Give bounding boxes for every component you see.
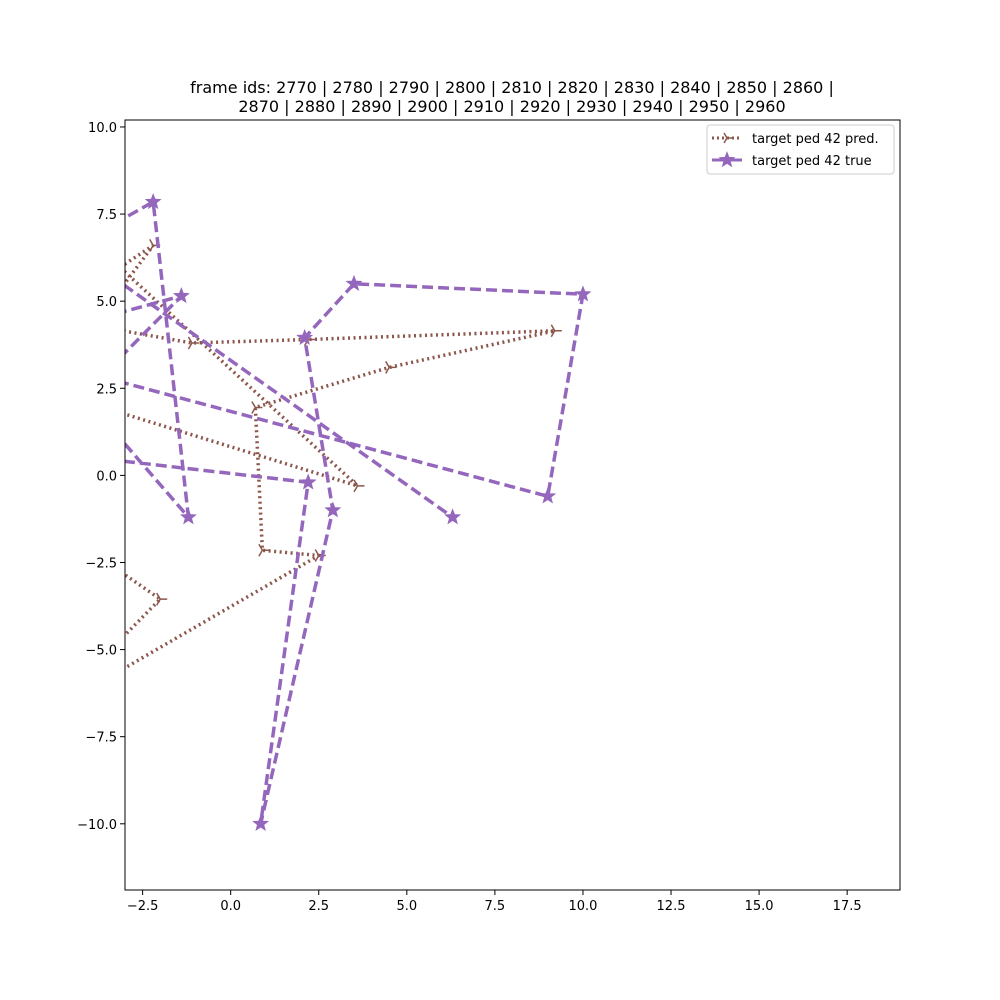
x-tick-label: 2.5 <box>308 899 329 914</box>
data-point-star <box>179 508 197 525</box>
data-point-star <box>324 501 342 518</box>
data-point-star <box>172 287 190 304</box>
data-point-tri <box>353 479 365 493</box>
x-tick-label: 7.5 <box>485 899 506 914</box>
legend-label-true: target ped 42 true <box>752 154 872 169</box>
x-tick-label: 5.0 <box>396 899 417 914</box>
legend-entry-true: target ped 42 true <box>712 151 872 169</box>
y-tick-label: 10.0 <box>88 121 117 136</box>
x-tick-label: 17.5 <box>833 899 862 914</box>
data-point-star <box>345 274 363 291</box>
x-tick-label: 0.0 <box>220 899 241 914</box>
data-point-star <box>539 487 557 504</box>
y-tick-label: 0.0 <box>96 469 117 484</box>
y-axis: −10.0 −7.5 −5.0 −2.5 0.0 2.5 5.0 7.5 10.0 <box>77 121 125 833</box>
data-point-star <box>144 192 162 210</box>
data-point-tri <box>550 324 562 338</box>
y-tick-label: −10.0 <box>77 818 117 833</box>
x-axis: −2.5 0.0 2.5 5.0 7.5 10.0 12.5 15.0 17.5 <box>127 890 862 914</box>
plot-frame <box>124 119 901 891</box>
data-point-star <box>299 473 317 490</box>
y-tick-label: −7.5 <box>85 731 117 746</box>
y-tick-label: −2.5 <box>85 556 117 571</box>
data-point-tri <box>385 360 397 374</box>
legend-entry-pred: target ped 42 pred. <box>712 132 879 147</box>
y-tick-label: 7.5 <box>96 208 117 223</box>
data-point-star <box>252 814 270 832</box>
y-tick-label: 5.0 <box>96 295 117 310</box>
series-true <box>125 192 592 832</box>
x-tick-label: 10.0 <box>568 899 597 914</box>
legend-box <box>706 124 895 175</box>
chart-title-line-2: 2870 | 2880 | 2890 | 2900 | 2910 | 2920 … <box>238 97 785 116</box>
series-layer <box>125 192 592 832</box>
x-tick-label: 15.0 <box>745 899 774 914</box>
series-line <box>125 199 586 825</box>
data-point-star <box>444 508 462 525</box>
y-tick-label: −5.0 <box>85 644 117 659</box>
legend-marker-true <box>718 151 736 168</box>
chart-title-line-1: frame ids: 2770 | 2780 | 2790 | 2800 | 2… <box>190 78 834 97</box>
legend: target ped 42 pred. target ped 42 true <box>706 124 895 175</box>
y-tick-label: 2.5 <box>96 382 117 397</box>
legend-label-pred: target ped 42 pred. <box>752 132 879 147</box>
x-tick-label: 12.5 <box>657 899 686 914</box>
x-tick-label: −2.5 <box>127 899 159 914</box>
legend-marker-pred <box>723 132 733 144</box>
data-point-tri <box>187 336 199 350</box>
data-point-star <box>296 328 314 345</box>
data-point-star <box>574 285 592 302</box>
data-point-tri <box>258 543 270 557</box>
data-point-tri <box>251 401 263 414</box>
data-point-tri <box>156 592 168 606</box>
